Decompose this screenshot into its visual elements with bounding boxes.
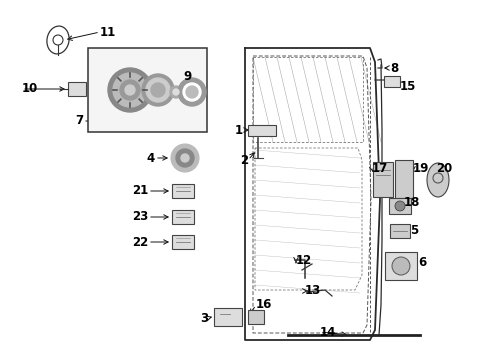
Circle shape [185, 86, 198, 98]
Circle shape [120, 80, 140, 100]
Text: 16: 16 [256, 298, 272, 311]
Bar [383, 76, 399, 87]
Circle shape [113, 73, 147, 107]
Text: 6: 6 [417, 256, 426, 270]
Bar [68, 82, 86, 96]
Text: 18: 18 [403, 195, 420, 208]
Text: 21: 21 [131, 184, 148, 198]
Circle shape [176, 149, 194, 167]
Text: 9: 9 [183, 69, 191, 82]
Circle shape [173, 89, 179, 95]
Circle shape [146, 78, 170, 102]
Bar [172, 184, 194, 198]
Text: 3: 3 [200, 311, 207, 324]
Circle shape [170, 86, 182, 98]
Text: 2: 2 [240, 153, 247, 166]
Circle shape [178, 78, 205, 106]
Text: 1: 1 [234, 123, 243, 136]
Text: 12: 12 [295, 253, 312, 266]
Text: 8: 8 [389, 62, 397, 75]
Bar [172, 235, 194, 249]
Circle shape [171, 144, 199, 172]
Circle shape [108, 68, 152, 112]
Text: 15: 15 [399, 81, 415, 94]
Bar [88, 48, 206, 132]
Bar [389, 224, 409, 238]
Circle shape [181, 154, 189, 162]
Ellipse shape [426, 163, 448, 197]
Bar [247, 125, 275, 136]
Bar [214, 308, 242, 326]
Bar [394, 160, 412, 198]
Text: 19: 19 [412, 162, 428, 175]
Text: 11: 11 [100, 26, 116, 39]
Text: 7: 7 [75, 114, 83, 127]
Circle shape [394, 201, 404, 211]
Bar [388, 198, 410, 214]
Circle shape [151, 83, 164, 97]
Bar [172, 210, 194, 224]
Circle shape [142, 74, 174, 106]
Bar [372, 162, 392, 197]
Text: 20: 20 [435, 162, 451, 175]
Text: 5: 5 [409, 225, 417, 238]
Circle shape [183, 83, 201, 101]
Bar [247, 310, 264, 324]
Text: 23: 23 [131, 211, 148, 224]
Text: 13: 13 [305, 284, 321, 297]
Circle shape [391, 257, 409, 275]
Text: 14: 14 [319, 325, 336, 338]
Text: 4: 4 [146, 152, 155, 165]
Text: 22: 22 [131, 235, 148, 248]
Bar [384, 252, 416, 280]
Circle shape [125, 85, 135, 95]
Text: 17: 17 [371, 162, 387, 175]
Text: 10: 10 [22, 82, 38, 95]
